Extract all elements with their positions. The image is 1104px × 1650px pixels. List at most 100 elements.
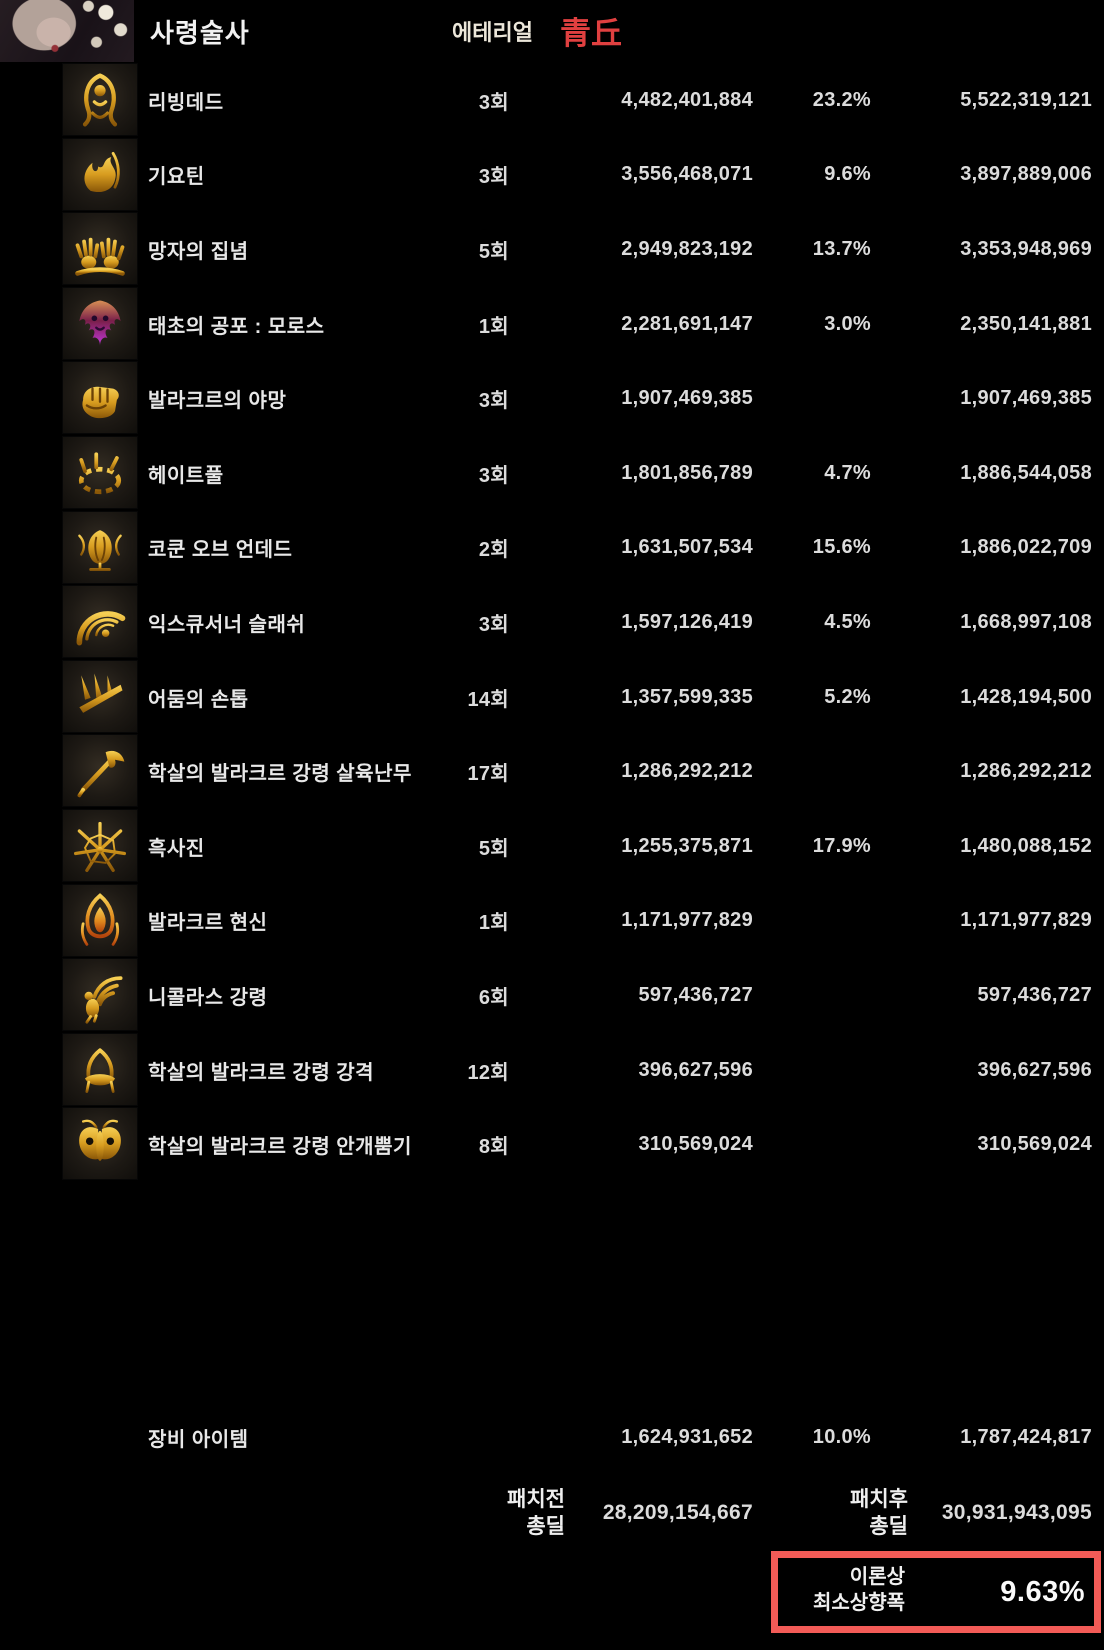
increase-percent-cell[interactable] [761, 734, 871, 809]
increase-percent-cell[interactable]: 23.2% [812, 88, 871, 111]
damage-after-cell[interactable]: 1,286,292,212 [960, 760, 1092, 783]
hit-count-cell[interactable]: 8회 [478, 1136, 509, 1159]
damage-before-cell[interactable]: 1,801,856,789 [621, 461, 753, 484]
dark-claw-skill-icon [62, 659, 138, 733]
skill-name-cell[interactable]: 태초의 공포 : 모로스 [148, 315, 325, 338]
increase-percent-cell[interactable]: 9.6% [824, 163, 871, 186]
skill-name-cell[interactable]: 발라크르의 야망 [148, 390, 287, 413]
increase-percent-cell[interactable]: 13.7% [812, 237, 871, 260]
hit-count-cell[interactable]: 3회 [478, 166, 509, 189]
table-row: 발라크르의 야망 3회 1,907,469,385 1,907,469,385 [0, 361, 1104, 436]
hit-count-cell[interactable]: 12회 [467, 1061, 509, 1084]
table-row: 니콜라스 강령 6회 597,436,727 597,436,727 [0, 958, 1104, 1033]
damage-before-cell[interactable]: 396,627,596 [638, 1058, 753, 1081]
hit-count-cell[interactable]: 2회 [478, 539, 509, 562]
damage-after-cell[interactable]: 597,436,727 [977, 983, 1092, 1006]
hit-count-cell[interactable]: 3회 [478, 464, 509, 487]
damage-after-cell[interactable]: 310,569,024 [977, 1133, 1092, 1156]
skill-name-cell[interactable]: 학살의 발라크르 강령 살육난무 [148, 763, 412, 786]
damage-after-cell[interactable]: 1,886,022,709 [960, 536, 1092, 559]
damage-after-cell[interactable]: 1,668,997,108 [960, 610, 1092, 633]
pre-patch-total-value[interactable]: 28,209,154,667 [602, 1501, 753, 1524]
damage-before-cell[interactable]: 3,556,468,071 [621, 163, 753, 186]
damage-after-cell[interactable]: 1,480,088,152 [960, 834, 1092, 857]
minimum-uplift-highlight-box [771, 1551, 1101, 1633]
damage-before-cell[interactable]: 1,286,292,212 [621, 760, 753, 783]
damage-before-cell[interactable]: 1,255,375,871 [621, 834, 753, 857]
black-death-array-skill-icon [62, 809, 138, 882]
hit-count-cell[interactable]: 17회 [467, 763, 509, 786]
damage-before-cell[interactable]: 310,569,024 [638, 1133, 753, 1156]
table-row: 학살의 발라크르 강령 안개뿜기 8회 310,569,024 310,569,… [0, 1107, 1104, 1182]
minimum-uplift-value[interactable]: 9.63% [1000, 1575, 1085, 1608]
class-name[interactable]: 사령술사 [150, 17, 250, 48]
table-row: 헤이트풀 3회 1,801,856,789 4.7% 1,886,544,058 [0, 436, 1104, 511]
subclass-name[interactable]: 에테리얼 [452, 20, 533, 45]
skill-name-cell[interactable]: 어둠의 손톱 [148, 688, 249, 711]
damage-before-cell[interactable]: 2,281,691,147 [621, 312, 753, 335]
damage-before-cell[interactable]: 2,949,823,192 [621, 237, 753, 260]
hit-count-cell[interactable]: 14회 [467, 688, 509, 711]
damage-after-cell[interactable]: 1,907,469,385 [960, 387, 1092, 410]
skill-name-cell[interactable]: 코쿤 오브 언데드 [148, 539, 293, 562]
damage-before-cell[interactable]: 4,482,401,884 [621, 88, 753, 111]
hit-count-cell[interactable]: 6회 [478, 986, 509, 1009]
skill-name-cell[interactable]: 학살의 발라크르 강령 강격 [148, 1061, 375, 1084]
table-row: 발라크르 현신 1회 1,171,977,829 1,171,977,829 [0, 883, 1104, 959]
equipment-damage-after-cell[interactable]: 1,787,424,817 [960, 1425, 1092, 1448]
skill-name-cell[interactable]: 흑사진 [148, 837, 205, 860]
damage-after-cell[interactable]: 1,886,544,058 [960, 461, 1092, 484]
hit-count-cell[interactable]: 5회 [478, 837, 509, 860]
hit-count-cell[interactable]: 3회 [478, 91, 509, 114]
damage-before-cell[interactable]: 1,907,469,385 [621, 387, 753, 410]
table-row: 익스큐서너 슬래쉬 3회 1,597,126,419 4.5% 1,668,99… [0, 585, 1104, 660]
equipment-damage-before-cell[interactable]: 1,624,931,652 [621, 1425, 753, 1448]
increase-percent-cell[interactable] [761, 884, 871, 959]
increase-percent-cell[interactable] [761, 958, 871, 1033]
skill-name-cell[interactable]: 발라크르 현신 [148, 912, 268, 935]
skill-name-cell[interactable]: 익스큐서너 슬래쉬 [148, 613, 306, 636]
skill-name-cell[interactable]: 기요틴 [148, 166, 205, 189]
skill-name-cell[interactable]: 니콜라스 강령 [148, 986, 268, 1009]
increase-percent-cell[interactable]: 3.0% [824, 312, 871, 335]
guillotine-skill-icon [62, 137, 138, 211]
increase-percent-cell[interactable]: 4.7% [824, 461, 871, 484]
increase-percent-cell[interactable]: 5.2% [824, 685, 871, 708]
damage-after-cell[interactable]: 3,897,889,006 [960, 163, 1092, 186]
post-patch-total-value[interactable]: 30,931,943,095 [941, 1501, 1092, 1524]
damage-after-cell[interactable]: 5,522,319,121 [960, 88, 1092, 111]
hit-count-cell[interactable]: 5회 [478, 240, 509, 263]
equipment-increase-percent-cell[interactable]: 10.0% [812, 1425, 871, 1448]
increase-percent-cell[interactable]: 15.6% [812, 536, 871, 559]
damage-after-cell[interactable]: 396,627,596 [977, 1058, 1092, 1081]
skill-name-cell[interactable]: 헤이트풀 [148, 464, 224, 487]
damage-before-cell[interactable]: 1,597,126,419 [621, 610, 753, 633]
damage-before-cell[interactable]: 1,171,977,829 [621, 909, 753, 932]
damage-after-cell[interactable]: 3,353,948,969 [960, 237, 1092, 260]
skill-name-cell[interactable]: 망자의 집념 [148, 240, 249, 263]
hit-count-cell[interactable]: 1회 [478, 912, 509, 935]
dead-mans-tenacity-skill-icon [62, 212, 138, 286]
increase-percent-cell[interactable]: 4.5% [824, 610, 871, 633]
equipment-name-cell[interactable]: 장비 아이템 [148, 1428, 249, 1451]
hit-count-cell[interactable]: 3회 [478, 613, 509, 636]
damage-after-cell[interactable]: 1,428,194,500 [960, 685, 1092, 708]
skill-name-cell[interactable]: 리빙데드 [148, 91, 224, 114]
damage-after-cell[interactable]: 1,171,977,829 [960, 909, 1092, 932]
hit-count-cell[interactable]: 1회 [478, 315, 509, 338]
damage-after-cell[interactable]: 2,350,141,881 [960, 312, 1092, 335]
hit-count-cell[interactable]: 3회 [478, 390, 509, 413]
nicholas-possession-skill-icon [62, 958, 138, 1032]
skill-name-cell[interactable]: 학살의 발라크르 강령 안개뿜기 [148, 1136, 412, 1159]
damage-before-cell[interactable]: 1,357,599,335 [621, 685, 753, 708]
damage-before-cell[interactable]: 1,631,507,534 [621, 536, 753, 559]
balacre-possession-mist-skill-icon [62, 1107, 138, 1181]
server-tag[interactable]: 青丘 [560, 15, 622, 51]
increase-percent-cell[interactable] [761, 1107, 871, 1182]
damage-before-cell[interactable]: 597,436,727 [638, 983, 753, 1006]
increase-percent-cell[interactable] [761, 1033, 871, 1108]
increase-percent-cell[interactable] [761, 361, 871, 436]
pre-patch-total-label: 패치전 총딜 [507, 1488, 565, 1538]
necromancer-portrait [0, 0, 134, 62]
increase-percent-cell[interactable]: 17.9% [812, 834, 871, 857]
